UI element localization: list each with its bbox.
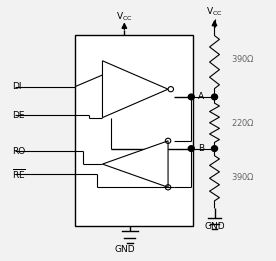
- Text: $\overline{\rm RE}$: $\overline{\rm RE}$: [12, 168, 26, 181]
- Text: V$_{\rm CC}$: V$_{\rm CC}$: [206, 5, 223, 18]
- Text: V$_{\rm CC}$: V$_{\rm CC}$: [116, 11, 133, 23]
- Text: 390$\Omega$: 390$\Omega$: [231, 53, 255, 64]
- Polygon shape: [102, 61, 168, 118]
- Text: 390$\Omega$: 390$\Omega$: [231, 171, 255, 182]
- Text: 220$\Omega$: 220$\Omega$: [231, 117, 255, 128]
- Text: GND: GND: [204, 222, 225, 230]
- Bar: [75, 35, 193, 226]
- Text: DI: DI: [12, 82, 22, 91]
- Text: A: A: [198, 92, 204, 102]
- Text: RO: RO: [12, 147, 26, 156]
- Circle shape: [188, 94, 194, 100]
- Text: B: B: [198, 144, 204, 153]
- Text: DE: DE: [12, 110, 25, 120]
- Text: GND: GND: [114, 245, 135, 254]
- Circle shape: [188, 146, 194, 151]
- Polygon shape: [102, 141, 168, 187]
- Circle shape: [211, 94, 217, 100]
- Circle shape: [211, 146, 217, 151]
